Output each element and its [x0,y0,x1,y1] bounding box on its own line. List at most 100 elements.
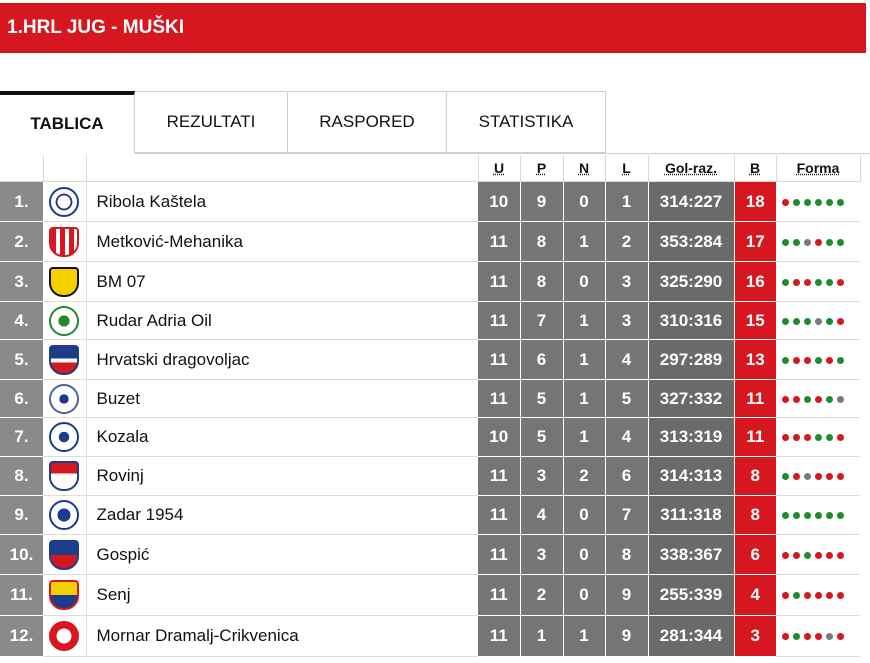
goals-header[interactable]: Gol-raz. [648,155,735,182]
team-name-link[interactable]: Buzet [86,379,478,418]
form-loss-dot[interactable] [793,356,800,364]
rudar-adria-oil-crest-icon[interactable] [49,305,80,336]
table-row[interactable]: 8. Rovinj 11 3 2 6 314:313 8 [0,456,860,496]
form-win-dot[interactable] [837,512,844,520]
hrvatski-dragovoljac-crest-icon[interactable] [49,344,80,375]
team-name-link[interactable]: BM 07 [86,261,478,302]
table-row[interactable]: 3. BM 07 11 8 0 3 325:290 16 [0,261,860,302]
table-row[interactable]: 11. Senj 11 2 0 9 255:339 4 [0,574,860,616]
form-loss-dot[interactable] [793,473,800,481]
form-win-dot[interactable] [815,356,822,364]
table-row[interactable]: 10. Gospić 11 3 0 8 338:367 6 [0,534,860,575]
form-loss-dot[interactable] [804,633,811,641]
form-draw-dot[interactable] [826,633,833,641]
form-win-dot[interactable] [793,317,800,325]
form-loss-dot[interactable] [804,278,811,286]
table-row[interactable]: 1. Ribola Kaštela 10 9 0 1 314:227 18 [0,181,860,222]
table-row[interactable]: 2. Metković-Mehanika 11 8 1 2 353:284 17 [0,221,860,262]
team-name-link[interactable]: Senj [86,574,478,616]
form-draw-dot[interactable] [804,238,811,246]
form-draw-dot[interactable] [804,473,811,481]
team-logo-cell[interactable] [43,495,87,535]
drawn-header[interactable]: N [563,155,606,182]
form-loss-dot[interactable] [826,356,833,364]
mornar-dramalj-crikvenica-crest-icon[interactable] [49,621,80,651]
form-loss-dot[interactable] [782,434,789,442]
form-loss-dot[interactable] [826,473,833,481]
form-loss-dot[interactable] [782,633,789,641]
tab-raspored[interactable]: RASPORED [288,91,447,153]
form-loss-dot[interactable] [837,551,844,559]
team-name-link[interactable]: Kozala [86,417,478,457]
team-name-link[interactable]: Rudar Adria Oil [86,301,478,340]
form-win-dot[interactable] [826,512,833,520]
form-win-dot[interactable] [815,512,822,520]
form-win-dot[interactable] [782,473,789,481]
table-row[interactable]: 4. Rudar Adria Oil 11 7 1 3 310:316 15 [0,301,860,340]
form-win-dot[interactable] [782,238,789,246]
form-loss-dot[interactable] [793,395,800,403]
form-win-dot[interactable] [804,551,811,559]
form-loss-dot[interactable] [837,473,844,481]
form-win-dot[interactable] [804,512,811,520]
table-row[interactable]: 9. Zadar 1954 11 4 0 7 311:318 8 [0,495,860,535]
team-logo-cell[interactable] [43,379,87,418]
lost-header[interactable]: L [605,155,649,182]
won-header[interactable]: P [520,155,564,182]
team-name-link[interactable]: Ribola Kaštela [86,181,478,222]
team-name-link[interactable]: Gospić [86,534,478,575]
form-win-dot[interactable] [826,238,833,246]
bm07-crest-icon[interactable] [49,266,80,297]
table-row[interactable]: 6. Buzet 11 5 1 5 327:332 11 [0,379,860,418]
form-win-dot[interactable] [793,512,800,520]
team-logo-cell[interactable] [43,339,87,380]
form-loss-dot[interactable] [804,434,811,442]
form-loss-dot[interactable] [782,198,789,206]
form-loss-dot[interactable] [793,434,800,442]
form-win-dot[interactable] [782,317,789,325]
gospic-crest-icon[interactable] [49,539,80,570]
form-win-dot[interactable] [793,198,800,206]
team-name-link[interactable]: Hrvatski dragovoljac [86,339,478,380]
form-win-dot[interactable] [815,198,822,206]
zadar-1954-crest-icon[interactable] [49,500,80,530]
form-loss-dot[interactable] [815,592,822,600]
metkovic-mehanika-crest-icon[interactable] [49,226,80,257]
team-name-link[interactable]: Rovinj [86,456,478,496]
form-loss-dot[interactable] [793,551,800,559]
team-logo-cell[interactable] [43,534,87,575]
form-draw-dot[interactable] [815,317,822,325]
form-win-dot[interactable] [826,278,833,286]
form-loss-dot[interactable] [826,551,833,559]
form-loss-dot[interactable] [815,551,822,559]
form-loss-dot[interactable] [804,356,811,364]
form-win-dot[interactable] [826,198,833,206]
table-row[interactable]: 12. Mornar Dramalj-Crikvenica 11 1 1 9 281:344… [0,615,860,657]
form-loss-dot[interactable] [782,592,789,600]
form-win-dot[interactable] [826,317,833,325]
form-win-dot[interactable] [804,317,811,325]
form-loss-dot[interactable] [826,592,833,600]
points-header[interactable]: B [734,155,777,182]
table-row[interactable]: 5. Hrvatski dragovoljac 11 6 1 4 297:289 13 [0,339,860,380]
form-loss-dot[interactable] [782,551,789,559]
kozala-crest-icon[interactable] [49,422,80,452]
form-win-dot[interactable] [793,633,800,641]
team-logo-cell[interactable] [43,261,87,302]
team-name-link[interactable]: Mornar Dramalj-Crikvenica [86,615,478,657]
buzet-crest-icon[interactable] [49,383,80,414]
form-win-dot[interactable] [782,512,789,520]
form-win-dot[interactable] [815,278,822,286]
team-name-link[interactable]: Metković-Mehanika [86,221,478,262]
form-win-dot[interactable] [837,356,844,364]
played-header[interactable]: U [478,155,521,182]
team-logo-cell[interactable] [43,221,87,262]
form-loss-dot[interactable] [837,278,844,286]
team-logo-cell[interactable] [43,301,87,340]
form-draw-dot[interactable] [837,395,844,403]
form-win-dot[interactable] [782,356,789,364]
team-logo-cell[interactable] [43,417,87,457]
form-header[interactable]: Forma [776,155,861,182]
form-win-dot[interactable] [793,592,800,600]
form-win-dot[interactable] [815,434,822,442]
